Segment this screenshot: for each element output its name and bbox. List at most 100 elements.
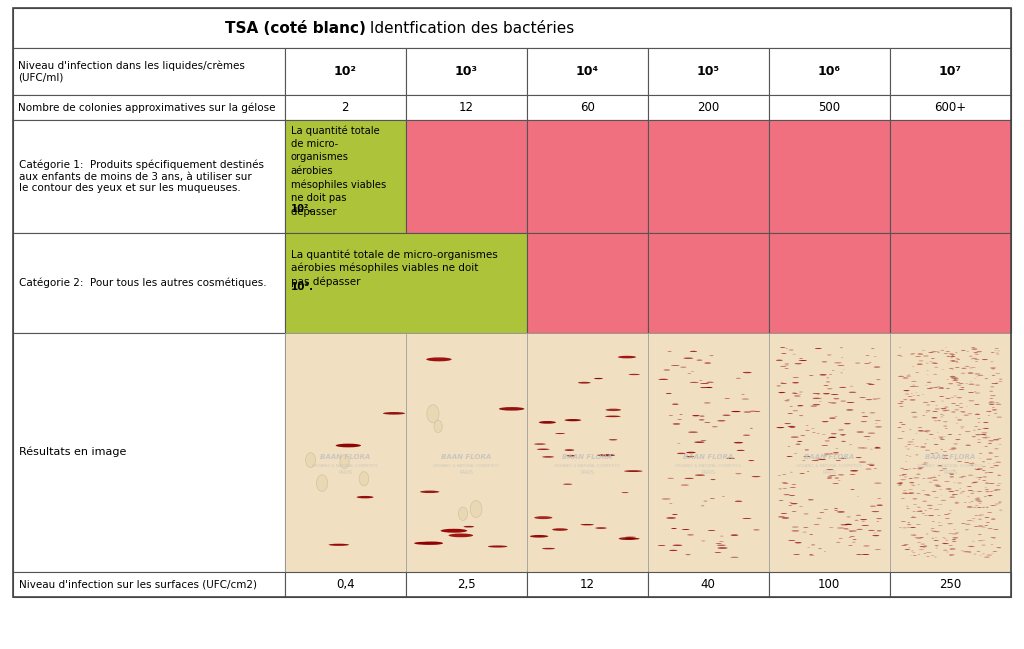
- Ellipse shape: [686, 452, 695, 453]
- Text: 10².: 10².: [291, 204, 313, 214]
- Ellipse shape: [940, 439, 945, 440]
- Bar: [890, 572, 1011, 597]
- Ellipse shape: [427, 405, 439, 422]
- Ellipse shape: [657, 545, 666, 546]
- Text: BAAN FLORA: BAAN FLORA: [925, 454, 975, 460]
- Text: BAAN FLORA: BAAN FLORA: [683, 454, 733, 460]
- Ellipse shape: [861, 554, 869, 555]
- Ellipse shape: [943, 421, 947, 422]
- Ellipse shape: [329, 544, 349, 546]
- Ellipse shape: [812, 393, 820, 394]
- Ellipse shape: [863, 436, 870, 437]
- Ellipse shape: [974, 526, 979, 527]
- Bar: [285, 95, 406, 120]
- Ellipse shape: [742, 518, 752, 519]
- Ellipse shape: [876, 426, 882, 428]
- Ellipse shape: [932, 417, 938, 419]
- Text: 0,4: 0,4: [336, 578, 354, 591]
- Ellipse shape: [609, 439, 617, 441]
- Ellipse shape: [696, 360, 702, 361]
- Ellipse shape: [965, 366, 970, 367]
- Ellipse shape: [808, 499, 814, 500]
- Ellipse shape: [856, 529, 863, 530]
- Ellipse shape: [529, 535, 548, 537]
- Ellipse shape: [897, 403, 903, 404]
- Ellipse shape: [920, 546, 925, 547]
- Text: PARIS: PARIS: [822, 471, 837, 476]
- Ellipse shape: [581, 524, 594, 526]
- Ellipse shape: [843, 528, 849, 529]
- Text: Identfication des bactéries: Identfication des bactéries: [366, 21, 574, 36]
- Bar: [769, 47, 890, 95]
- Ellipse shape: [821, 361, 827, 362]
- Ellipse shape: [671, 365, 680, 366]
- Ellipse shape: [780, 347, 785, 348]
- Ellipse shape: [778, 392, 785, 393]
- Text: La quantité totale de micro-organismes
aérobies mésophiles viables ne doit
pas d: La quantité totale de micro-organismes a…: [291, 249, 498, 288]
- Ellipse shape: [566, 455, 575, 456]
- Ellipse shape: [944, 410, 950, 411]
- Ellipse shape: [919, 467, 924, 468]
- Ellipse shape: [829, 417, 836, 419]
- Ellipse shape: [564, 419, 582, 421]
- Ellipse shape: [356, 496, 374, 498]
- Ellipse shape: [605, 415, 621, 417]
- Ellipse shape: [995, 489, 1000, 490]
- Ellipse shape: [877, 505, 883, 506]
- Ellipse shape: [787, 426, 796, 427]
- Text: 60: 60: [580, 101, 595, 114]
- Ellipse shape: [794, 395, 800, 397]
- Ellipse shape: [993, 465, 999, 466]
- Text: 100: 100: [818, 578, 841, 591]
- Ellipse shape: [705, 422, 711, 423]
- Ellipse shape: [837, 511, 845, 513]
- Ellipse shape: [949, 548, 955, 550]
- Ellipse shape: [542, 548, 555, 549]
- Ellipse shape: [664, 369, 670, 371]
- Text: Niveau d'infection dans les liquides/crèmes
(UFC/ml): Niveau d'infection dans les liquides/crè…: [18, 60, 246, 82]
- Ellipse shape: [919, 431, 924, 432]
- Ellipse shape: [792, 530, 800, 532]
- Bar: [647, 47, 769, 95]
- Ellipse shape: [788, 540, 796, 541]
- Ellipse shape: [965, 462, 970, 463]
- Text: BAAN FLORA: BAAN FLORA: [562, 454, 612, 460]
- Ellipse shape: [779, 500, 783, 501]
- Bar: [647, 233, 769, 333]
- Ellipse shape: [903, 390, 909, 391]
- Ellipse shape: [975, 469, 980, 470]
- Bar: [526, 233, 647, 333]
- Ellipse shape: [956, 397, 962, 398]
- Ellipse shape: [844, 423, 851, 424]
- Ellipse shape: [949, 476, 954, 477]
- Text: Résultats en image: Résultats en image: [19, 447, 127, 458]
- Ellipse shape: [922, 464, 927, 465]
- Text: ORGANIC & NATURAL COSMETICS: ORGANIC & NATURAL COSMETICS: [675, 465, 741, 469]
- Ellipse shape: [966, 445, 971, 446]
- Ellipse shape: [685, 554, 691, 555]
- Ellipse shape: [671, 528, 677, 529]
- Ellipse shape: [941, 408, 946, 409]
- Ellipse shape: [434, 421, 442, 433]
- Text: BAAN FLORA: BAAN FLORA: [319, 454, 371, 460]
- Ellipse shape: [667, 517, 676, 519]
- Ellipse shape: [420, 491, 439, 493]
- Ellipse shape: [874, 483, 882, 484]
- Ellipse shape: [932, 411, 938, 412]
- Ellipse shape: [947, 523, 953, 524]
- Ellipse shape: [942, 458, 948, 459]
- Ellipse shape: [741, 398, 749, 399]
- Ellipse shape: [712, 426, 718, 427]
- Text: ORGANIC & NATURAL COSMETICS: ORGANIC & NATURAL COSMETICS: [433, 465, 499, 469]
- Ellipse shape: [755, 411, 760, 412]
- Ellipse shape: [972, 482, 977, 483]
- Ellipse shape: [939, 387, 944, 388]
- Ellipse shape: [782, 517, 790, 519]
- Ellipse shape: [978, 375, 983, 376]
- Text: ORGANIC & NATURAL COSMETICS: ORGANIC & NATURAL COSMETICS: [312, 465, 378, 469]
- Ellipse shape: [809, 375, 813, 376]
- Ellipse shape: [904, 493, 908, 494]
- Ellipse shape: [535, 516, 552, 519]
- Ellipse shape: [823, 393, 829, 394]
- Ellipse shape: [605, 409, 622, 411]
